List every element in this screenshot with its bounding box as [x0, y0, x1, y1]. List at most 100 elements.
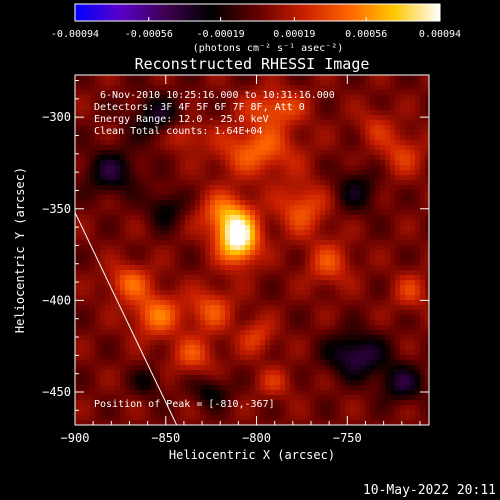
heatmap-pixel — [405, 185, 411, 191]
heatmap-pixel — [385, 400, 391, 406]
heatmap-pixel — [335, 335, 341, 341]
heatmap-pixel — [340, 330, 346, 336]
heatmap-pixel — [325, 255, 331, 261]
heatmap-pixel — [75, 180, 81, 186]
heatmap-pixel — [270, 290, 276, 296]
heatmap-pixel — [155, 410, 161, 416]
heatmap-pixel — [115, 115, 121, 121]
heatmap-pixel — [380, 320, 386, 326]
heatmap-pixel — [415, 285, 421, 291]
heatmap-pixel — [240, 325, 246, 331]
heatmap-pixel — [130, 225, 136, 231]
heatmap-pixel — [185, 375, 191, 381]
heatmap-pixel — [160, 305, 166, 311]
heatmap-pixel — [320, 310, 326, 316]
heatmap-pixel — [310, 395, 316, 401]
heatmap-pixel — [225, 275, 231, 281]
heatmap-pixel — [300, 310, 306, 316]
heatmap-pixel — [140, 310, 146, 316]
heatmap-pixel — [180, 345, 186, 351]
heatmap-pixel — [390, 390, 396, 396]
heatmap-pixel — [360, 280, 366, 286]
heatmap-pixel — [155, 80, 161, 86]
heatmap-pixel — [385, 195, 391, 201]
heatmap-pixel — [235, 315, 241, 321]
heatmap-pixel — [335, 325, 341, 331]
heatmap-pixel — [210, 395, 216, 401]
heatmap-pixel — [215, 115, 221, 121]
heatmap-pixel — [260, 225, 266, 231]
heatmap-pixel — [90, 285, 96, 291]
heatmap-pixel — [275, 95, 281, 101]
heatmap-pixel — [220, 80, 226, 86]
heatmap-pixel — [400, 345, 406, 351]
heatmap-pixel — [315, 200, 321, 206]
heatmap-pixel — [310, 245, 316, 251]
heatmap-pixel — [390, 340, 396, 346]
heatmap-pixel — [285, 380, 291, 386]
heatmap-pixel — [230, 170, 236, 176]
heatmap-pixel — [255, 95, 261, 101]
heatmap-pixel — [115, 320, 121, 326]
heatmap-pixel — [90, 300, 96, 306]
heatmap-pixel — [375, 320, 381, 326]
heatmap-pixel — [300, 355, 306, 361]
heatmap-pixel — [280, 420, 286, 425]
heatmap-pixel — [125, 120, 131, 126]
heatmap-pixel — [335, 360, 341, 366]
heatmap-pixel — [380, 350, 386, 356]
heatmap-pixel — [295, 190, 301, 196]
heatmap-pixel — [245, 100, 251, 106]
heatmap-pixel — [120, 270, 126, 276]
heatmap-pixel — [320, 330, 326, 336]
heatmap-pixel — [365, 405, 371, 411]
heatmap-pixel — [305, 285, 311, 291]
heatmap-pixel — [335, 125, 341, 131]
heatmap-pixel — [185, 145, 191, 151]
heatmap-pixel — [370, 135, 376, 141]
heatmap-pixel — [390, 125, 396, 131]
heatmap-pixel — [110, 105, 116, 111]
heatmap-pixel — [340, 255, 346, 261]
heatmap-pixel — [200, 315, 206, 321]
heatmap-pixel — [105, 85, 111, 91]
heatmap-pixel — [155, 265, 161, 271]
heatmap-pixel — [355, 325, 361, 331]
heatmap-pixel — [330, 185, 336, 191]
heatmap-pixel — [315, 360, 321, 366]
heatmap-pixel — [155, 200, 161, 206]
heatmap-pixel — [260, 305, 266, 311]
heatmap-pixel — [195, 295, 201, 301]
heatmap-pixel — [355, 285, 361, 291]
heatmap-pixel — [420, 200, 426, 206]
heatmap-pixel — [200, 210, 206, 216]
heatmap-pixel — [355, 75, 361, 81]
heatmap-pixel — [120, 350, 126, 356]
heatmap-pixel — [340, 130, 346, 136]
heatmap-pixel — [130, 150, 136, 156]
heatmap-pixel — [425, 140, 429, 146]
heatmap-pixel — [95, 335, 101, 341]
heatmap-pixel — [270, 165, 276, 171]
heatmap-pixel — [355, 125, 361, 131]
heatmap-pixel — [145, 315, 151, 321]
heatmap-pixel — [260, 310, 266, 316]
heatmap-pixel — [415, 320, 421, 326]
heatmap-pixel — [100, 225, 106, 231]
heatmap-pixel — [220, 265, 226, 271]
heatmap-pixel — [370, 290, 376, 296]
heatmap-pixel — [360, 285, 366, 291]
heatmap-pixel — [210, 325, 216, 331]
heatmap-pixel — [365, 165, 371, 171]
heatmap-pixel — [415, 150, 421, 156]
heatmap-pixel — [90, 75, 96, 81]
heatmap-pixel — [360, 380, 366, 386]
heatmap-pixel — [85, 395, 91, 401]
heatmap-pixel — [275, 310, 281, 316]
heatmap-pixel — [225, 110, 231, 116]
heatmap-pixel — [390, 280, 396, 286]
heatmap-pixel — [75, 100, 81, 106]
heatmap-pixel — [210, 415, 216, 421]
heatmap-pixel — [310, 110, 316, 116]
heatmap-pixel — [425, 275, 429, 281]
